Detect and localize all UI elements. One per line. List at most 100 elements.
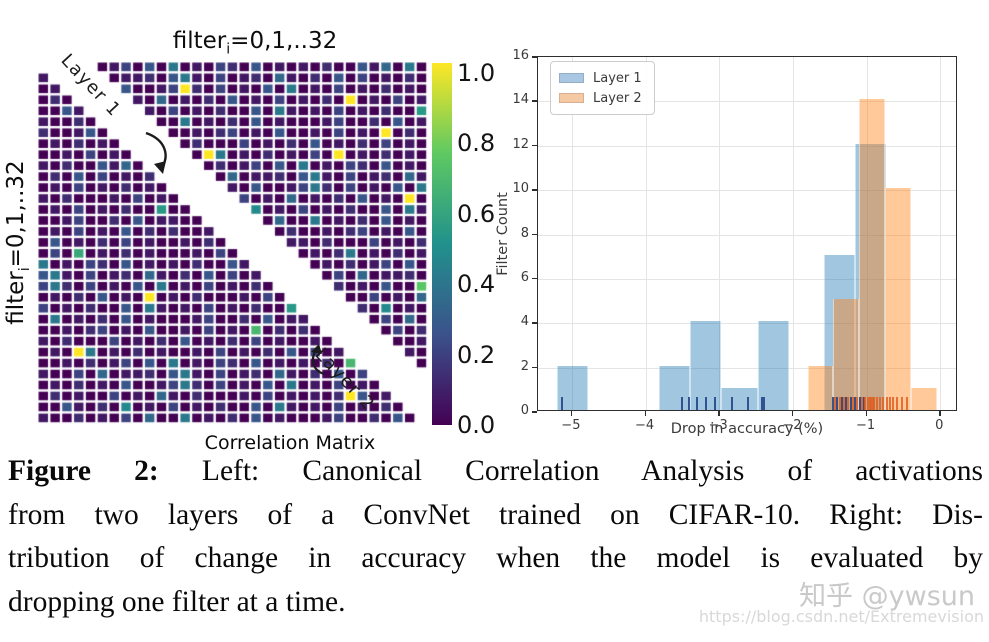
cca-panel: filteri=0,1,..32 filteri=0,1,..32 Layer … (0, 0, 500, 454)
rug-mark (862, 397, 865, 410)
legend-row-layer2: Layer 2 (559, 88, 642, 108)
y-tick-label: 16 (512, 48, 529, 63)
y-tick-label: 14 (512, 92, 529, 108)
rug-mark (832, 397, 834, 410)
rug-mark (731, 397, 734, 410)
rug-mark (845, 397, 848, 410)
y-tick-label: 8 (520, 225, 529, 241)
y-tick-mark (532, 56, 537, 58)
rug-mark (849, 397, 852, 410)
x-tick-label: 0 (935, 418, 944, 433)
gridline (538, 145, 956, 147)
x-tick-label: −3 (708, 418, 728, 433)
gridline (792, 57, 794, 410)
y-tick-mark (532, 277, 537, 280)
y-tick-label: 12 (512, 136, 529, 152)
x-tick-mark (570, 411, 573, 416)
y-tick-label: 10 (512, 181, 529, 197)
rug-mark (746, 397, 749, 410)
caption-line-4: dropping one filter at a time. (8, 585, 346, 618)
rug-mark (763, 397, 766, 410)
x-tick-mark (939, 411, 941, 416)
rug-mark (840, 397, 843, 410)
histogram-x-axis-label: Drop in accuracy (%) (670, 421, 824, 437)
x-tick-mark (644, 411, 647, 416)
colorbar (432, 63, 452, 425)
gridline (538, 278, 956, 280)
rug-mark (843, 397, 846, 410)
histogram-bar (885, 188, 911, 410)
histogram-bar (910, 387, 937, 410)
rug-mark (896, 397, 899, 410)
histogram-y-axis-label: Filter Count (495, 192, 511, 276)
rug-mark (868, 397, 871, 410)
histogram-bar (859, 99, 886, 410)
gridline (538, 190, 956, 192)
histogram-bar (658, 365, 690, 410)
caption-line-3: tribution of change in accuracy when the… (8, 542, 983, 574)
rug-mark (888, 397, 891, 410)
y-tick-label: 0 (520, 403, 529, 418)
rug-mark (851, 397, 854, 410)
rug-mark (885, 397, 888, 410)
layer2-swatch-icon (559, 93, 584, 103)
histogram-panel: −5 −4 −3 −2 −1 0 0 2 4 6 8 10 12 14 16 Layer 1 Layer 2 (512, 48, 957, 433)
rug-mark (871, 397, 874, 410)
rug-mark (838, 397, 841, 410)
y-tick-mark (532, 233, 537, 235)
heatmap-x-axis-label: filteri=0,1,..32 (172, 28, 338, 58)
rug-mark (696, 397, 699, 410)
rug-mark (876, 397, 879, 410)
x-tick-mark (865, 411, 868, 416)
rug-mark (847, 397, 850, 410)
rug-mark (680, 397, 683, 410)
rug-mark (836, 397, 839, 410)
gridline (719, 57, 721, 410)
colorbar-tick-label: 0.6 (457, 199, 496, 228)
heatmap-y-axis-label: filteri=0,1,..32 (3, 160, 33, 325)
histogram-bar (720, 387, 759, 410)
rug-mark (854, 397, 857, 410)
gridline (940, 57, 942, 410)
x-tick-label: −2 (782, 418, 802, 433)
legend-label-layer2: Layer 2 (593, 90, 642, 106)
y-tick-label: 6 (520, 269, 529, 285)
heatmap-title: Correlation Matrix (204, 432, 376, 454)
layer1-arrow-icon (145, 131, 167, 174)
rug-mark (714, 397, 717, 410)
y-tick-mark (532, 100, 537, 102)
rug-mark (879, 397, 882, 410)
histogram-bar (807, 365, 834, 410)
rug-mark (860, 397, 863, 410)
x-tick-mark (718, 411, 720, 416)
rug-mark (760, 397, 763, 410)
y-tick-mark (532, 322, 537, 324)
colorbar-tick-label: 0.4 (457, 270, 496, 299)
caption-line-2: from two layers of a ConvNet trained on … (8, 498, 983, 531)
rug-mark (867, 397, 870, 410)
watermark-zhihu: 知乎 @ywsun (799, 581, 975, 612)
rug-mark (900, 397, 903, 410)
watermark-csdn-url: https://blog.csdn.net/Extremevision (698, 607, 984, 626)
rug-mark (834, 397, 837, 410)
rug-mark (856, 397, 859, 410)
colorbar-tick-label: 0.0 (457, 411, 496, 439)
rug-mark (560, 397, 563, 410)
rug-mark (870, 397, 873, 410)
colorbar-tick-label: 1.0 (457, 59, 496, 87)
y-tick-label: 2 (520, 358, 529, 374)
layer1-swatch-icon (559, 73, 584, 83)
gridline (571, 57, 573, 410)
x-tick-label: −4 (634, 418, 655, 433)
gridline (645, 57, 647, 410)
legend-row-layer1: Layer 1 (559, 68, 642, 88)
rug-mark (688, 397, 691, 410)
histogram-bar (833, 299, 860, 410)
histogram-bar (689, 321, 721, 410)
layer2-arrow-icon (311, 344, 325, 376)
gridline (866, 57, 868, 410)
y-tick-mark (532, 366, 537, 369)
y-tick-mark (532, 189, 537, 191)
x-tick-label: −1 (856, 418, 876, 433)
gridline (538, 101, 956, 103)
